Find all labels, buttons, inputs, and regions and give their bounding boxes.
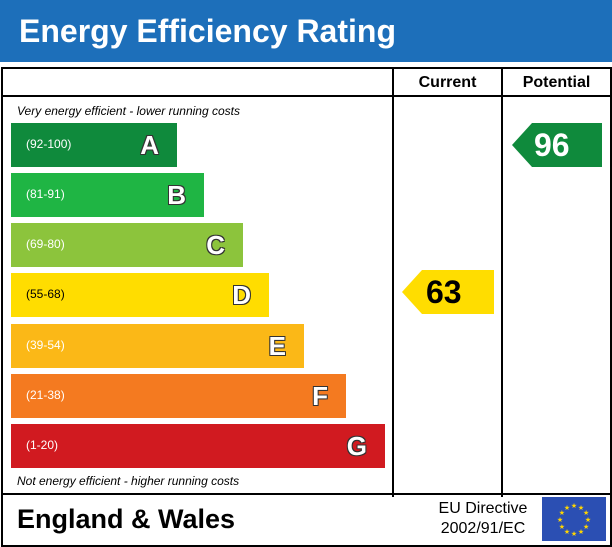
band-range-label: (1-20) [26, 438, 59, 452]
column-divider [501, 69, 503, 497]
rating-band-a: (92-100) A [11, 123, 177, 167]
footer-divider [3, 493, 610, 495]
band-range-label: (69-80) [26, 237, 65, 251]
band-range-label: (39-54) [26, 338, 65, 352]
eu-star-icon: ★ [583, 509, 589, 517]
rating-band-d: (55-68) D [11, 273, 269, 317]
rating-band-f: (21-38) F [11, 374, 346, 418]
current-rating-arrow: 63 [402, 270, 494, 314]
eu-star-icon: ★ [578, 528, 584, 536]
header-bar: Energy Efficiency Rating [0, 0, 612, 62]
current-column-header: Current [418, 74, 477, 91]
eu-flag-icon: ★ ★ ★ ★ ★ ★ ★ ★ ★ ★ ★ ★ [542, 497, 606, 541]
eu-star-icon: ★ [571, 502, 577, 510]
band-letter: A [140, 130, 159, 160]
header-divider [3, 95, 610, 97]
rating-band-b: (81-91) B [11, 173, 204, 217]
band-letter: E [268, 331, 286, 361]
rating-band-c: (69-80) C [11, 223, 243, 267]
band-range-label: (81-91) [26, 187, 65, 201]
inefficient-note: Not energy efficient - higher running co… [17, 474, 240, 488]
eu-stars: ★★★★★★★★★ ★ ★★ [557, 502, 591, 538]
column-divider [392, 69, 394, 497]
efficient-note: Very energy efficient - lower running co… [17, 104, 240, 118]
region-label: England & Wales [17, 504, 236, 534]
directive-label: EU Directive [438, 500, 528, 517]
rating-band-g: (1-20) G [11, 424, 385, 468]
band-range-label: (92-100) [26, 137, 72, 151]
eu-star-icon: ★ [583, 523, 589, 531]
potential-column-header: Potential [522, 74, 591, 91]
directive-number: 2002/91/EC [440, 520, 526, 537]
band-letter: C [206, 230, 225, 260]
band-range-label: (21-38) [26, 388, 65, 402]
band-letter: G [346, 431, 367, 461]
eu-star-icon: ★ [571, 530, 577, 538]
potential-rating-arrow: 96 [512, 123, 602, 167]
eu-star-icon: ★ [564, 528, 570, 536]
band-range-label: (55-68) [26, 287, 65, 301]
current-arrow-shape [402, 270, 494, 314]
eu-star-icon: ★ [578, 504, 584, 512]
band-letter: B [167, 180, 186, 210]
current-rating-value: 63 [426, 274, 462, 310]
band-letter: D [232, 280, 251, 310]
rating-band-e: (39-54) E [11, 324, 304, 368]
page-title: Energy Efficiency Rating [19, 13, 396, 49]
potential-arrow-shape [512, 123, 602, 167]
band-letter: F [312, 381, 328, 411]
eu-star-icon: ★ [557, 516, 563, 524]
eu-star-icon: ★ [564, 504, 570, 512]
potential-rating-value: 96 [534, 127, 570, 163]
eu-star-icon: ★ [559, 509, 565, 517]
eu-star-icon: ★ [559, 523, 565, 531]
eu-star-icon: ★ [585, 516, 591, 524]
